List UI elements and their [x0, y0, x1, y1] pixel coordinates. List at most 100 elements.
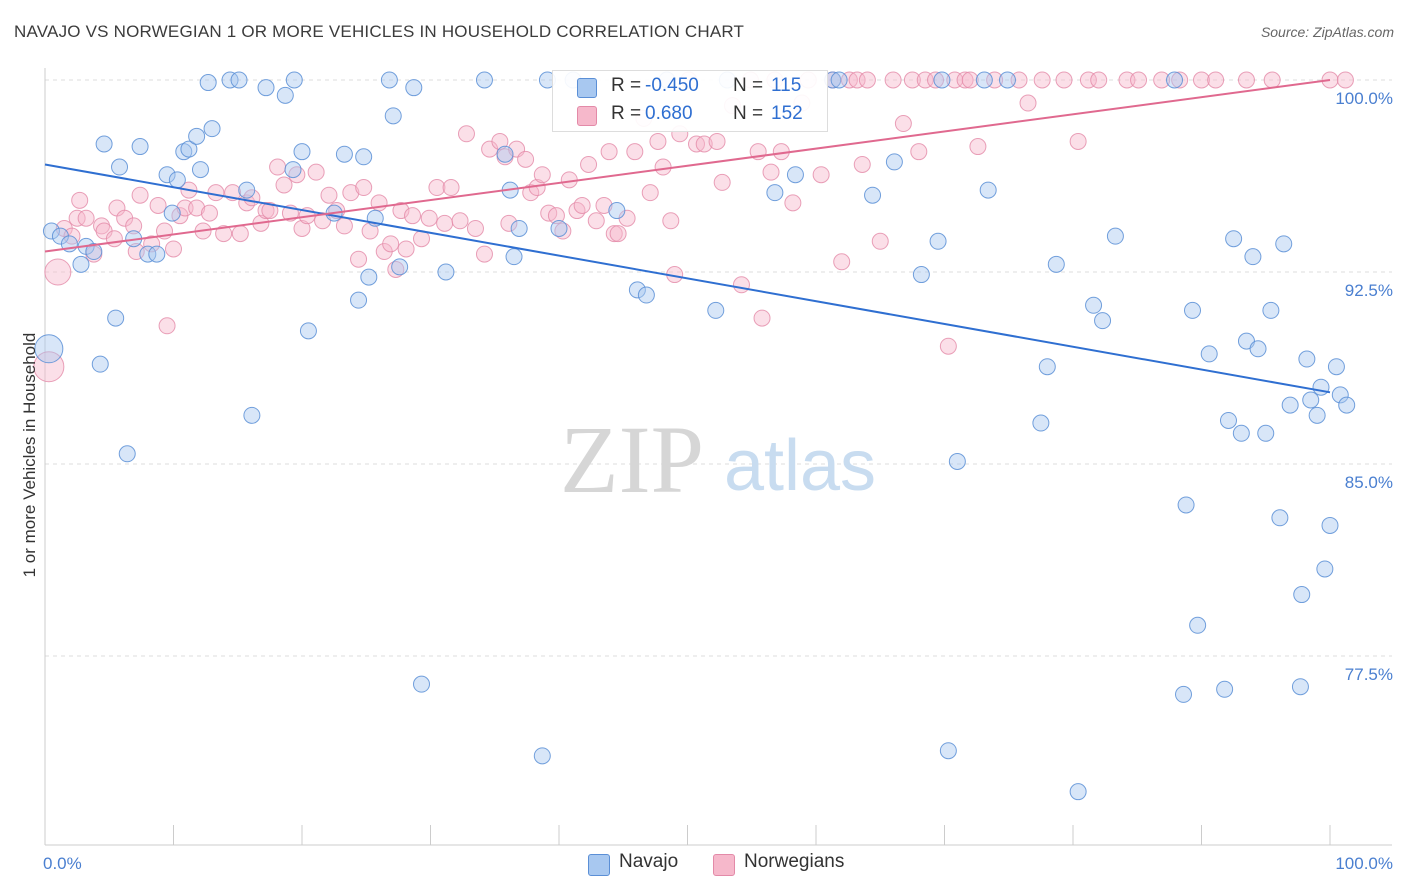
norwegians-point	[903, 71, 921, 89]
navajo-point	[293, 143, 311, 161]
norwegians-point	[475, 245, 493, 263]
norwegians-point	[961, 71, 979, 89]
norwegians-point	[188, 199, 206, 217]
norwegians-point	[307, 163, 325, 181]
navajo-point	[885, 153, 903, 171]
norwegians-point	[580, 155, 598, 173]
navajo-point	[188, 127, 206, 145]
navajo-point	[437, 263, 455, 281]
navajo-point	[139, 245, 157, 263]
norwegians-point	[207, 184, 225, 202]
norwegians-point	[732, 276, 750, 294]
tick-labels: 77.5% 85.0% 92.5% 100.0% 0.0% 100.0%	[43, 89, 1393, 873]
navajo-point	[1316, 560, 1334, 578]
norwegians-point	[662, 212, 680, 230]
legend-series: Navajo Norwegians	[0, 851, 1406, 879]
norwegians-point	[158, 317, 176, 335]
navajo-point	[380, 71, 398, 89]
navajo-point	[1106, 227, 1124, 245]
navajo-point	[975, 71, 993, 89]
norwegians-point	[257, 202, 275, 220]
navajo-point	[786, 166, 804, 184]
norwegians-point	[149, 196, 167, 214]
navajo-point	[1293, 586, 1311, 604]
norwegians-point	[894, 115, 912, 133]
norwegians-point	[609, 225, 627, 243]
norwegians-point	[500, 214, 518, 232]
norwegians-point	[68, 209, 86, 227]
legend-norwegians-label: Norwegians	[744, 851, 845, 872]
navajo-point	[413, 675, 431, 693]
norwegians-point	[986, 71, 1004, 89]
navajo-point	[1225, 230, 1243, 248]
norwegians-point	[33, 351, 65, 383]
norwegians-point	[457, 125, 475, 143]
navajo-points	[34, 71, 1356, 801]
norwegians-point	[695, 135, 713, 153]
navajo-point	[1271, 509, 1289, 527]
norwegians-point	[641, 184, 659, 202]
norwegians-point	[1336, 71, 1354, 89]
norwegians-point	[1055, 71, 1073, 89]
navajo-point	[1262, 301, 1280, 319]
navajo-point	[285, 71, 303, 89]
norwegians-point	[654, 158, 672, 176]
norwegians-point	[105, 230, 123, 248]
navajo-point	[91, 355, 109, 373]
norwegians-point	[1207, 71, 1225, 89]
navajo-point	[1338, 396, 1356, 414]
norwegians-point	[215, 225, 233, 243]
navajo-point	[230, 71, 248, 89]
norwegians-point	[927, 71, 945, 89]
navajo-point	[1312, 378, 1330, 396]
norwegians-point	[200, 204, 218, 222]
norwegians-point	[568, 202, 586, 220]
navajo-r-value: -0.450	[645, 75, 699, 96]
navajo-point	[707, 301, 725, 319]
navajo-point	[998, 71, 1016, 89]
legend-navajo-label: Navajo	[619, 851, 679, 872]
navajo-point	[1038, 358, 1056, 376]
navajo-point	[243, 406, 261, 424]
source-label: Source: ZipAtlas.com	[1260, 24, 1394, 40]
norwegians-point	[1019, 94, 1037, 112]
navajo-point	[475, 71, 493, 89]
legend-navajo-swatch	[588, 854, 610, 876]
navajo-point	[180, 140, 198, 158]
norwegians-point	[848, 71, 866, 89]
navajo-point	[1249, 340, 1267, 358]
norwegians-point	[1171, 71, 1189, 89]
navajo-point	[111, 158, 129, 176]
navajo-point	[107, 309, 125, 327]
navajo-point	[34, 334, 64, 364]
navajo-point	[360, 268, 378, 286]
y-tick-label: 85.0%	[1345, 473, 1393, 492]
norwegians-point	[93, 217, 111, 235]
navajo-point	[1085, 296, 1103, 314]
navajo-point	[550, 219, 568, 237]
navajo-point	[510, 219, 528, 237]
navajo-trend-line	[44, 163, 1331, 394]
x-tick-label-min: 0.0%	[43, 854, 82, 873]
navajo-point	[221, 71, 239, 89]
norwegians-point	[71, 191, 89, 209]
norwegians-trend-line	[44, 79, 1331, 253]
navajo-point	[72, 255, 90, 273]
legend-row-norwegians: R = 0.680 N = 152	[553, 101, 827, 129]
navajo-point	[405, 79, 423, 97]
navajo-point	[175, 143, 193, 161]
navajo-point	[1069, 783, 1087, 801]
norwegians-swatch	[577, 106, 597, 126]
navajo-point	[95, 135, 113, 153]
norwegians-point	[165, 240, 182, 258]
chart-title: NAVAJO VS NORWEGIAN 1 OR MORE VEHICLES I…	[14, 22, 745, 41]
norwegians-point	[420, 209, 438, 227]
navajo-point	[505, 248, 523, 266]
navajo-point	[830, 71, 848, 89]
navajo-point	[199, 74, 217, 92]
norwegians-point	[600, 143, 618, 161]
navajo-swatch	[577, 78, 597, 98]
navajo-point	[929, 232, 947, 250]
navajo-point	[608, 202, 626, 220]
